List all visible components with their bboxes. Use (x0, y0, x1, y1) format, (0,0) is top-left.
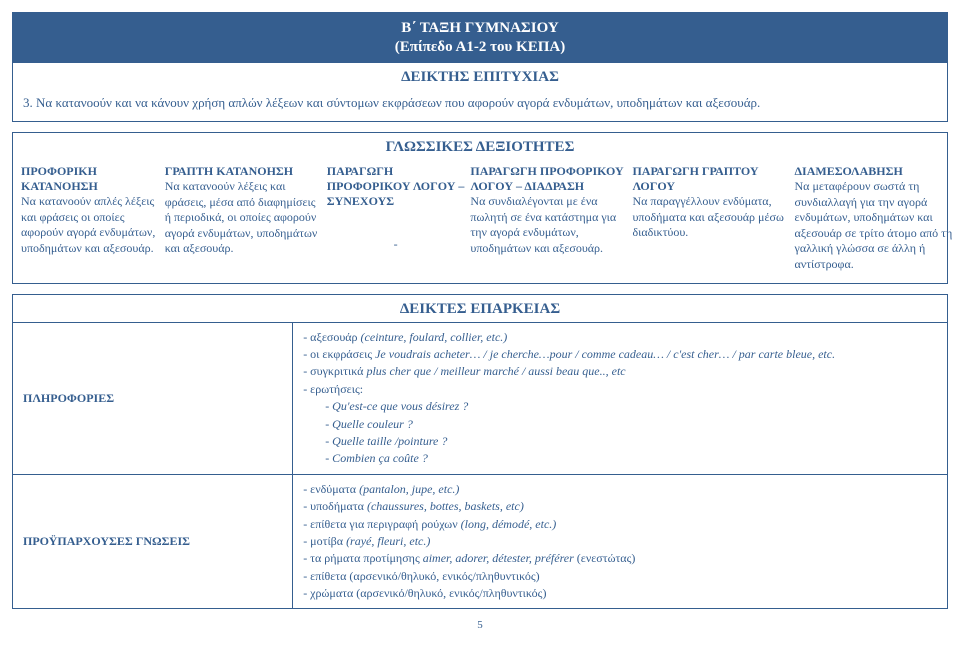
skill-head: ΠΑΡΑΓΩΓΗ ΠΡΟΦΟΡΙΚΟΥ ΛΟΓΟΥ – ΔΙΑΔΡΑΣΗ (470, 164, 626, 194)
prior-label: ΠΡΟΫΠΑΡΧΟΥΣΕΣ ΓΝΩΣΕΙΣ (13, 474, 293, 609)
text: - αξεσουάρ (303, 330, 360, 344)
skills-box: ΓΛΩΣΣΙΚΕΣ ΔΕΞΙΟΤΗΤΕΣ ΠΡΟΦΟΡΙΚΗ ΚΑΤΑΝΟΗΣΗ… (12, 132, 948, 284)
skills-title: ΓΛΩΣΣΙΚΕΣ ΔΕΞΙΟΤΗΤΕΣ (13, 133, 947, 160)
skill-body: - (327, 237, 465, 253)
skill-body: Να κατανοούν απλές λέξεις και φράσεις οι… (21, 194, 159, 256)
text-italic: Je voudrais acheter… / je cherche…pour /… (375, 347, 835, 361)
skill-col-3: ΠΑΡΑΓΩΓΗ ΠΡΟΦΟΡΙΚΟΥ ΛΟΓΟΥ – ΣΥΝΕΧΟΥΣ - (327, 164, 465, 273)
skill-col-6: ΔΙΑΜΕΣΟΛΑΒΗΣΗ Να μεταφέρουν σωστά τη συν… (795, 164, 960, 273)
skills-grid: ΠΡΟΦΟΡΙΚΗ ΚΑΤΑΝΟΗΣΗ Να κατανοούν απλές λ… (13, 160, 947, 283)
text: - επίθετα για περιγραφή ρούχων (303, 517, 460, 531)
class-title: Β΄ ΤΑΞΗ ΓΥΜΝΑΣΙΟΥ (Επίπεδο Α1-2 του ΚΕΠΑ… (13, 13, 947, 63)
text: - επίθετα (αρσενικό/θηλυκό, ενικός/πληθυ… (303, 568, 937, 585)
text: - ερωτήσεις: (303, 381, 937, 398)
skill-col-4: ΠΑΡΑΓΩΓΗ ΠΡΟΦΟΡΙΚΟΥ ΛΟΓΟΥ – ΔΙΑΔΡΑΣΗ Να … (470, 164, 626, 273)
text: - τα ρήματα προτίμησης (303, 551, 423, 565)
skill-body: Να κατανοούν λέξεις και φράσεις, μέσα απ… (165, 179, 321, 257)
text-italic: (chaussures, bottes, baskets, etc) (367, 499, 524, 513)
skill-body: Να παραγγέλλουν ενδύματα, υποδήματα και … (632, 194, 788, 241)
success-indicator-label: ΔΕΙΚΤΗΣ ΕΠΙΤΥΧΙΑΣ (13, 63, 947, 90)
skill-head: ΓΡΑΠΤΗ ΚΑΤΑΝΟΗΣΗ (165, 164, 321, 179)
text: - χρώματα (αρσενικό/θηλυκό, ενικός/πληθυ… (303, 585, 937, 602)
text: - συγκριτικά (303, 364, 366, 378)
skill-head: ΔΙΑΜΕΣΟΛΑΒΗΣΗ (795, 164, 960, 179)
text-italic: - Quelle couleur ? (303, 416, 937, 433)
skill-head: ΠΡΟΦΟΡΙΚΗ ΚΑΤΑΝΟΗΣΗ (21, 164, 159, 194)
text-italic: aimer, adorer, détester, préférer (423, 551, 577, 565)
skill-body: Να συνδιαλέγονται με ένα πωλητή σε ένα κ… (470, 194, 626, 256)
skill-col-5: ΠΑΡΑΓΩΓΗ ΓΡΑΠΤΟΥ ΛΟΓΟΥ Να παραγγέλλουν ε… (632, 164, 788, 273)
info-content: - αξεσουάρ (ceinture, foulard, collier, … (293, 323, 947, 474)
text: - υποδήματα (303, 499, 367, 513)
adequacy-grid: ΠΛΗΡΟΦΟΡΙΕΣ - αξεσουάρ (ceinture, foular… (13, 322, 947, 609)
info-label: ΠΛΗΡΟΦΟΡΙΕΣ (13, 323, 293, 474)
text: (ενεστώτας) (577, 551, 636, 565)
text-italic: - Combien ça coûte ? (303, 450, 937, 467)
text-italic: (pantalon, jupe, etc.) (359, 482, 459, 496)
title-line1: Β΄ ΤΑΞΗ ΓΥΜΝΑΣΙΟΥ (401, 20, 558, 36)
text-italic: - Qu'est-ce que vous désirez ? (303, 398, 937, 415)
skill-head: ΠΑΡΑΓΩΓΗ ΓΡΑΠΤΟΥ ΛΟΓΟΥ (632, 164, 788, 194)
text: - ενδύματα (303, 482, 359, 496)
skill-col-2: ΓΡΑΠΤΗ ΚΑΤΑΝΟΗΣΗ Να κατανοούν λέξεις και… (165, 164, 321, 273)
text: - μοτίβα (303, 534, 346, 548)
text-italic: plus cher que / meilleur marché / aussi … (366, 364, 625, 378)
success-indicator-text: 3. Να κατανοούν και να κάνουν χρήση απλώ… (13, 90, 947, 122)
text: - οι εκφράσεις (303, 347, 375, 361)
adequacy-title: ΔΕΙΚΤΕΣ ΕΠΑΡΚΕΙΑΣ (13, 295, 947, 322)
text-italic: - Quelle taille /pointure ? (303, 433, 937, 450)
prior-content: - ενδύματα (pantalon, jupe, etc.) - υποδ… (293, 474, 947, 609)
text-italic: (long, démodé, etc.) (461, 517, 557, 531)
skill-head: ΠΑΡΑΓΩΓΗ ΠΡΟΦΟΡΙΚΟΥ ΛΟΓΟΥ – ΣΥΝΕΧΟΥΣ (327, 164, 465, 209)
skill-col-1: ΠΡΟΦΟΡΙΚΗ ΚΑΤΑΝΟΗΣΗ Να κατανοούν απλές λ… (21, 164, 159, 273)
skill-body: Να μεταφέρουν σωστά τη συνδιαλλαγή για τ… (795, 179, 960, 273)
adequacy-box: ΔΕΙΚΤΕΣ ΕΠΑΡΚΕΙΑΣ ΠΛΗΡΟΦΟΡΙΕΣ - αξεσουάρ… (12, 294, 948, 610)
page-number: 5 (12, 619, 948, 631)
header-box: Β΄ ΤΑΞΗ ΓΥΜΝΑΣΙΟΥ (Επίπεδο Α1-2 του ΚΕΠΑ… (12, 12, 948, 122)
title-line2: (Επίπεδο Α1-2 του ΚΕΠΑ) (395, 39, 565, 55)
text-italic: (ceinture, foulard, collier, etc.) (361, 330, 508, 344)
text-italic: (rayé, fleuri, etc.) (346, 534, 430, 548)
